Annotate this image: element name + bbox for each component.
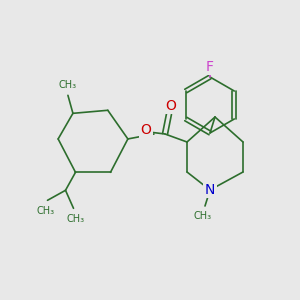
Text: CH₃: CH₃ (66, 214, 85, 224)
Text: CH₃: CH₃ (194, 211, 212, 221)
Text: CH₃: CH₃ (36, 206, 55, 216)
Text: F: F (206, 60, 214, 74)
Text: O: O (141, 123, 152, 137)
Text: O: O (166, 99, 176, 113)
Text: CH₃: CH₃ (59, 80, 77, 90)
Text: N: N (205, 183, 215, 197)
